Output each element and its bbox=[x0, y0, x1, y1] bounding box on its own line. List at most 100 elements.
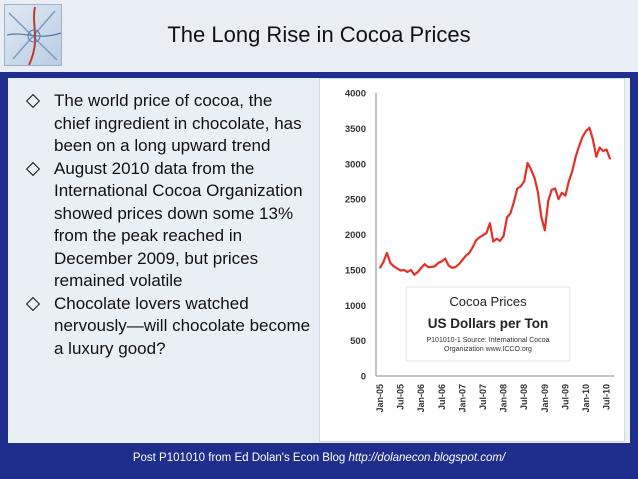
blog-logo-image bbox=[4, 4, 62, 66]
header-bar: The Long Rise in Cocoa Prices bbox=[0, 0, 638, 72]
x-tick-label: Jan-10 bbox=[581, 384, 591, 413]
diamond-bullet-icon bbox=[25, 161, 41, 176]
data-point bbox=[423, 263, 426, 266]
x-tick-label: Jan-07 bbox=[457, 384, 467, 413]
y-tick-label: 1500 bbox=[345, 265, 366, 276]
data-point bbox=[386, 252, 388, 254]
data-point bbox=[509, 212, 512, 215]
data-point bbox=[382, 261, 385, 263]
data-point bbox=[571, 170, 574, 173]
legend-title: Cocoa Prices bbox=[449, 294, 527, 309]
data-point bbox=[557, 198, 560, 200]
data-point bbox=[554, 187, 556, 190]
legend-subtitle: US Dollars per Ton bbox=[428, 316, 549, 331]
data-point bbox=[461, 259, 464, 261]
data-point bbox=[451, 266, 453, 269]
data-point bbox=[609, 157, 611, 160]
data-point bbox=[547, 200, 550, 203]
legend-box: Cocoa Prices US Dollars per Ton P101010-… bbox=[405, 286, 571, 362]
data-point bbox=[581, 136, 584, 138]
data-point bbox=[537, 191, 539, 193]
data-point bbox=[471, 246, 474, 249]
chart-axes bbox=[375, 93, 614, 377]
data-point bbox=[396, 267, 399, 270]
data-point bbox=[588, 126, 591, 129]
y-tick-label: 2500 bbox=[345, 195, 366, 206]
bullet-text: August 2010 data from the International … bbox=[54, 158, 303, 291]
bullet-text: The world price of cocoa, the chief ingr… bbox=[54, 91, 302, 155]
data-point bbox=[389, 261, 392, 264]
data-point bbox=[516, 187, 519, 190]
source-note-wrap: P101010-1 Source: International Cocoa Or… bbox=[426, 337, 550, 353]
data-point bbox=[392, 265, 395, 268]
data-point bbox=[605, 148, 608, 151]
diamond-bullet-icon bbox=[25, 93, 41, 109]
data-point bbox=[440, 260, 443, 263]
x-tick-label: Jul-05 bbox=[396, 384, 406, 410]
data-point bbox=[495, 237, 498, 240]
page-title: The Long Rise in Cocoa Prices bbox=[167, 22, 471, 47]
data-point bbox=[478, 236, 481, 239]
data-point bbox=[519, 185, 522, 188]
data-point bbox=[430, 266, 433, 268]
data-point bbox=[427, 266, 429, 268]
data-point bbox=[464, 254, 467, 257]
y-tick-label: 3000 bbox=[345, 159, 366, 170]
data-point bbox=[564, 194, 567, 197]
data-point bbox=[437, 261, 440, 264]
data-point bbox=[523, 180, 526, 183]
data-point bbox=[567, 180, 570, 183]
footer-text: Post P101010 from Ed Dolan's Econ Blog bbox=[132, 452, 349, 464]
data-point bbox=[533, 177, 536, 179]
bullet-item: Chocolate lovers watched nervously—will … bbox=[16, 293, 312, 361]
x-tick-label: Jan-05 bbox=[375, 384, 385, 413]
data-point bbox=[543, 229, 546, 232]
data-point bbox=[585, 130, 587, 133]
y-tick-label: 2000 bbox=[345, 230, 366, 241]
x-tick-label: Jan-09 bbox=[540, 384, 550, 413]
data-point bbox=[413, 273, 416, 276]
data-point bbox=[598, 146, 601, 149]
data-point bbox=[410, 269, 412, 271]
data-point bbox=[444, 257, 447, 260]
data-point bbox=[489, 222, 491, 225]
data-point bbox=[406, 271, 409, 273]
x-tick-label: Jul-10 bbox=[602, 384, 612, 410]
footer: Post P101010 from Ed Dolan's Econ Blog h… bbox=[0, 452, 638, 464]
x-tick-label: Jul-09 bbox=[560, 384, 570, 410]
data-point bbox=[482, 234, 484, 237]
data-point bbox=[468, 252, 471, 254]
x-tick-labels: Jan-05 Jul-05 Jan-06 Jul-06 Jan-07 Jul-07 Jan-… bbox=[375, 384, 612, 413]
x-tick-label: Jan-06 bbox=[416, 384, 426, 413]
data-point bbox=[561, 191, 563, 194]
data-point bbox=[506, 216, 508, 219]
data-point bbox=[399, 269, 402, 272]
data-point bbox=[591, 138, 594, 140]
data-point bbox=[447, 264, 450, 267]
data-point bbox=[502, 235, 505, 237]
source-note: P101010-1 Source: International Cocoa Or… bbox=[426, 337, 550, 353]
y-tick-label: 500 bbox=[350, 336, 366, 347]
data-point bbox=[379, 266, 381, 269]
data-point bbox=[416, 271, 419, 273]
data-point bbox=[485, 232, 488, 235]
data-point bbox=[530, 168, 532, 171]
data-point bbox=[574, 155, 577, 158]
x-tick-label: Jul-07 bbox=[478, 384, 488, 410]
data-point bbox=[550, 189, 553, 191]
y-tick-label: 3500 bbox=[345, 124, 366, 135]
footer-url-link[interactable]: http://dolanecon.blogspot.com/ bbox=[348, 452, 506, 464]
chart-container: 0 500 1000 1500 2000 2500 3000 3500 4000 Jan-05 J… bbox=[319, 78, 625, 442]
data-point bbox=[540, 215, 543, 218]
x-tick-label: Jan-08 bbox=[499, 384, 509, 413]
data-points bbox=[379, 126, 611, 276]
data-point bbox=[526, 162, 529, 164]
data-point bbox=[458, 263, 460, 266]
data-point bbox=[420, 266, 423, 269]
data-point bbox=[434, 265, 436, 268]
y-tick-label: 4000 bbox=[345, 89, 366, 100]
data-point bbox=[475, 239, 477, 242]
data-point bbox=[513, 201, 515, 203]
data-point bbox=[499, 240, 501, 242]
